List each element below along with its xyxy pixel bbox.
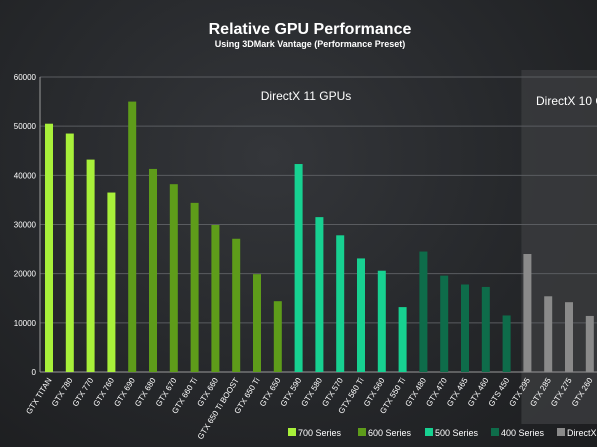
chart-title: Relative GPU Performance (209, 21, 412, 38)
bar-gtx-580 (315, 217, 324, 372)
bar-gtx-650-ti-boost (232, 238, 241, 372)
legend-swatch-600-series (358, 428, 366, 436)
y-tick-label: 20000 (14, 270, 37, 279)
legend-swatch-500-series (425, 428, 433, 436)
bar-gtx-560 (377, 270, 386, 372)
directx-11-label: DirectX 11 GPUs (261, 89, 351, 103)
bar-gtx-570 (336, 235, 345, 372)
bar-gts-450 (502, 315, 511, 372)
bar-gtx-770 (86, 159, 95, 372)
y-tick-label: 40000 (14, 171, 37, 180)
bars-layer (45, 101, 594, 372)
bar-gtx-550-ti (398, 307, 407, 372)
y-tick-label: 30000 (14, 221, 37, 230)
legend-label-700-series: 700 Series (298, 428, 342, 438)
bar-gtx-660 (211, 224, 220, 372)
legend: 700 Series 600 Series 500 Series 400 Series… (288, 428, 597, 438)
legend-swatch-directx (557, 428, 565, 436)
legend-label-directx: DirectX (567, 428, 597, 438)
bar-gtx-650-ti (253, 274, 261, 372)
y-tick-label: 60000 (14, 73, 37, 82)
bar-gtx-590 (294, 164, 303, 372)
legend-label-400-series: 400 Series (501, 428, 545, 438)
legend-swatch-700-series (288, 428, 296, 436)
directx-10-region (521, 70, 597, 424)
bar-gtx-650 (273, 301, 282, 372)
y-tick-label: 0 (32, 368, 37, 377)
bar-gtx-295 (523, 254, 532, 372)
bar-gtx-480 (419, 251, 428, 372)
x-tick-label: GTX TITAN (24, 376, 53, 416)
y-tick-labels: 0 10000 20000 30000 40000 50000 60000 (14, 73, 37, 377)
bar-gtx-285 (544, 296, 553, 372)
bar-gtx-760 (107, 192, 116, 372)
bar-gtx-660-ti (190, 202, 199, 372)
bar-gtx-465 (461, 284, 469, 372)
chart-subtitle: Using 3DMark Vantage (Performance Preset… (215, 39, 406, 49)
bar-gtx-670 (169, 184, 178, 372)
bar-gtx-470 (440, 275, 449, 372)
directx-10-label: DirectX 10 C (536, 94, 597, 108)
bar-gtx-780 (65, 133, 74, 372)
bar-gtx-560-ti (357, 258, 365, 372)
bar-gtx-680 (149, 168, 157, 372)
bar-gtx-titan (45, 123, 53, 372)
y-tick-label: 10000 (14, 319, 37, 328)
legend-label-500-series: 500 Series (435, 428, 479, 438)
bar-gtx-460 (481, 286, 490, 372)
bar-gtx-275 (565, 302, 573, 372)
bar-gtx-260 (585, 315, 594, 372)
y-tick-label: 50000 (14, 122, 37, 131)
bar-gtx-690 (128, 101, 137, 372)
legend-label-600-series: 600 Series (368, 428, 412, 438)
legend-swatch-400-series (491, 428, 499, 436)
